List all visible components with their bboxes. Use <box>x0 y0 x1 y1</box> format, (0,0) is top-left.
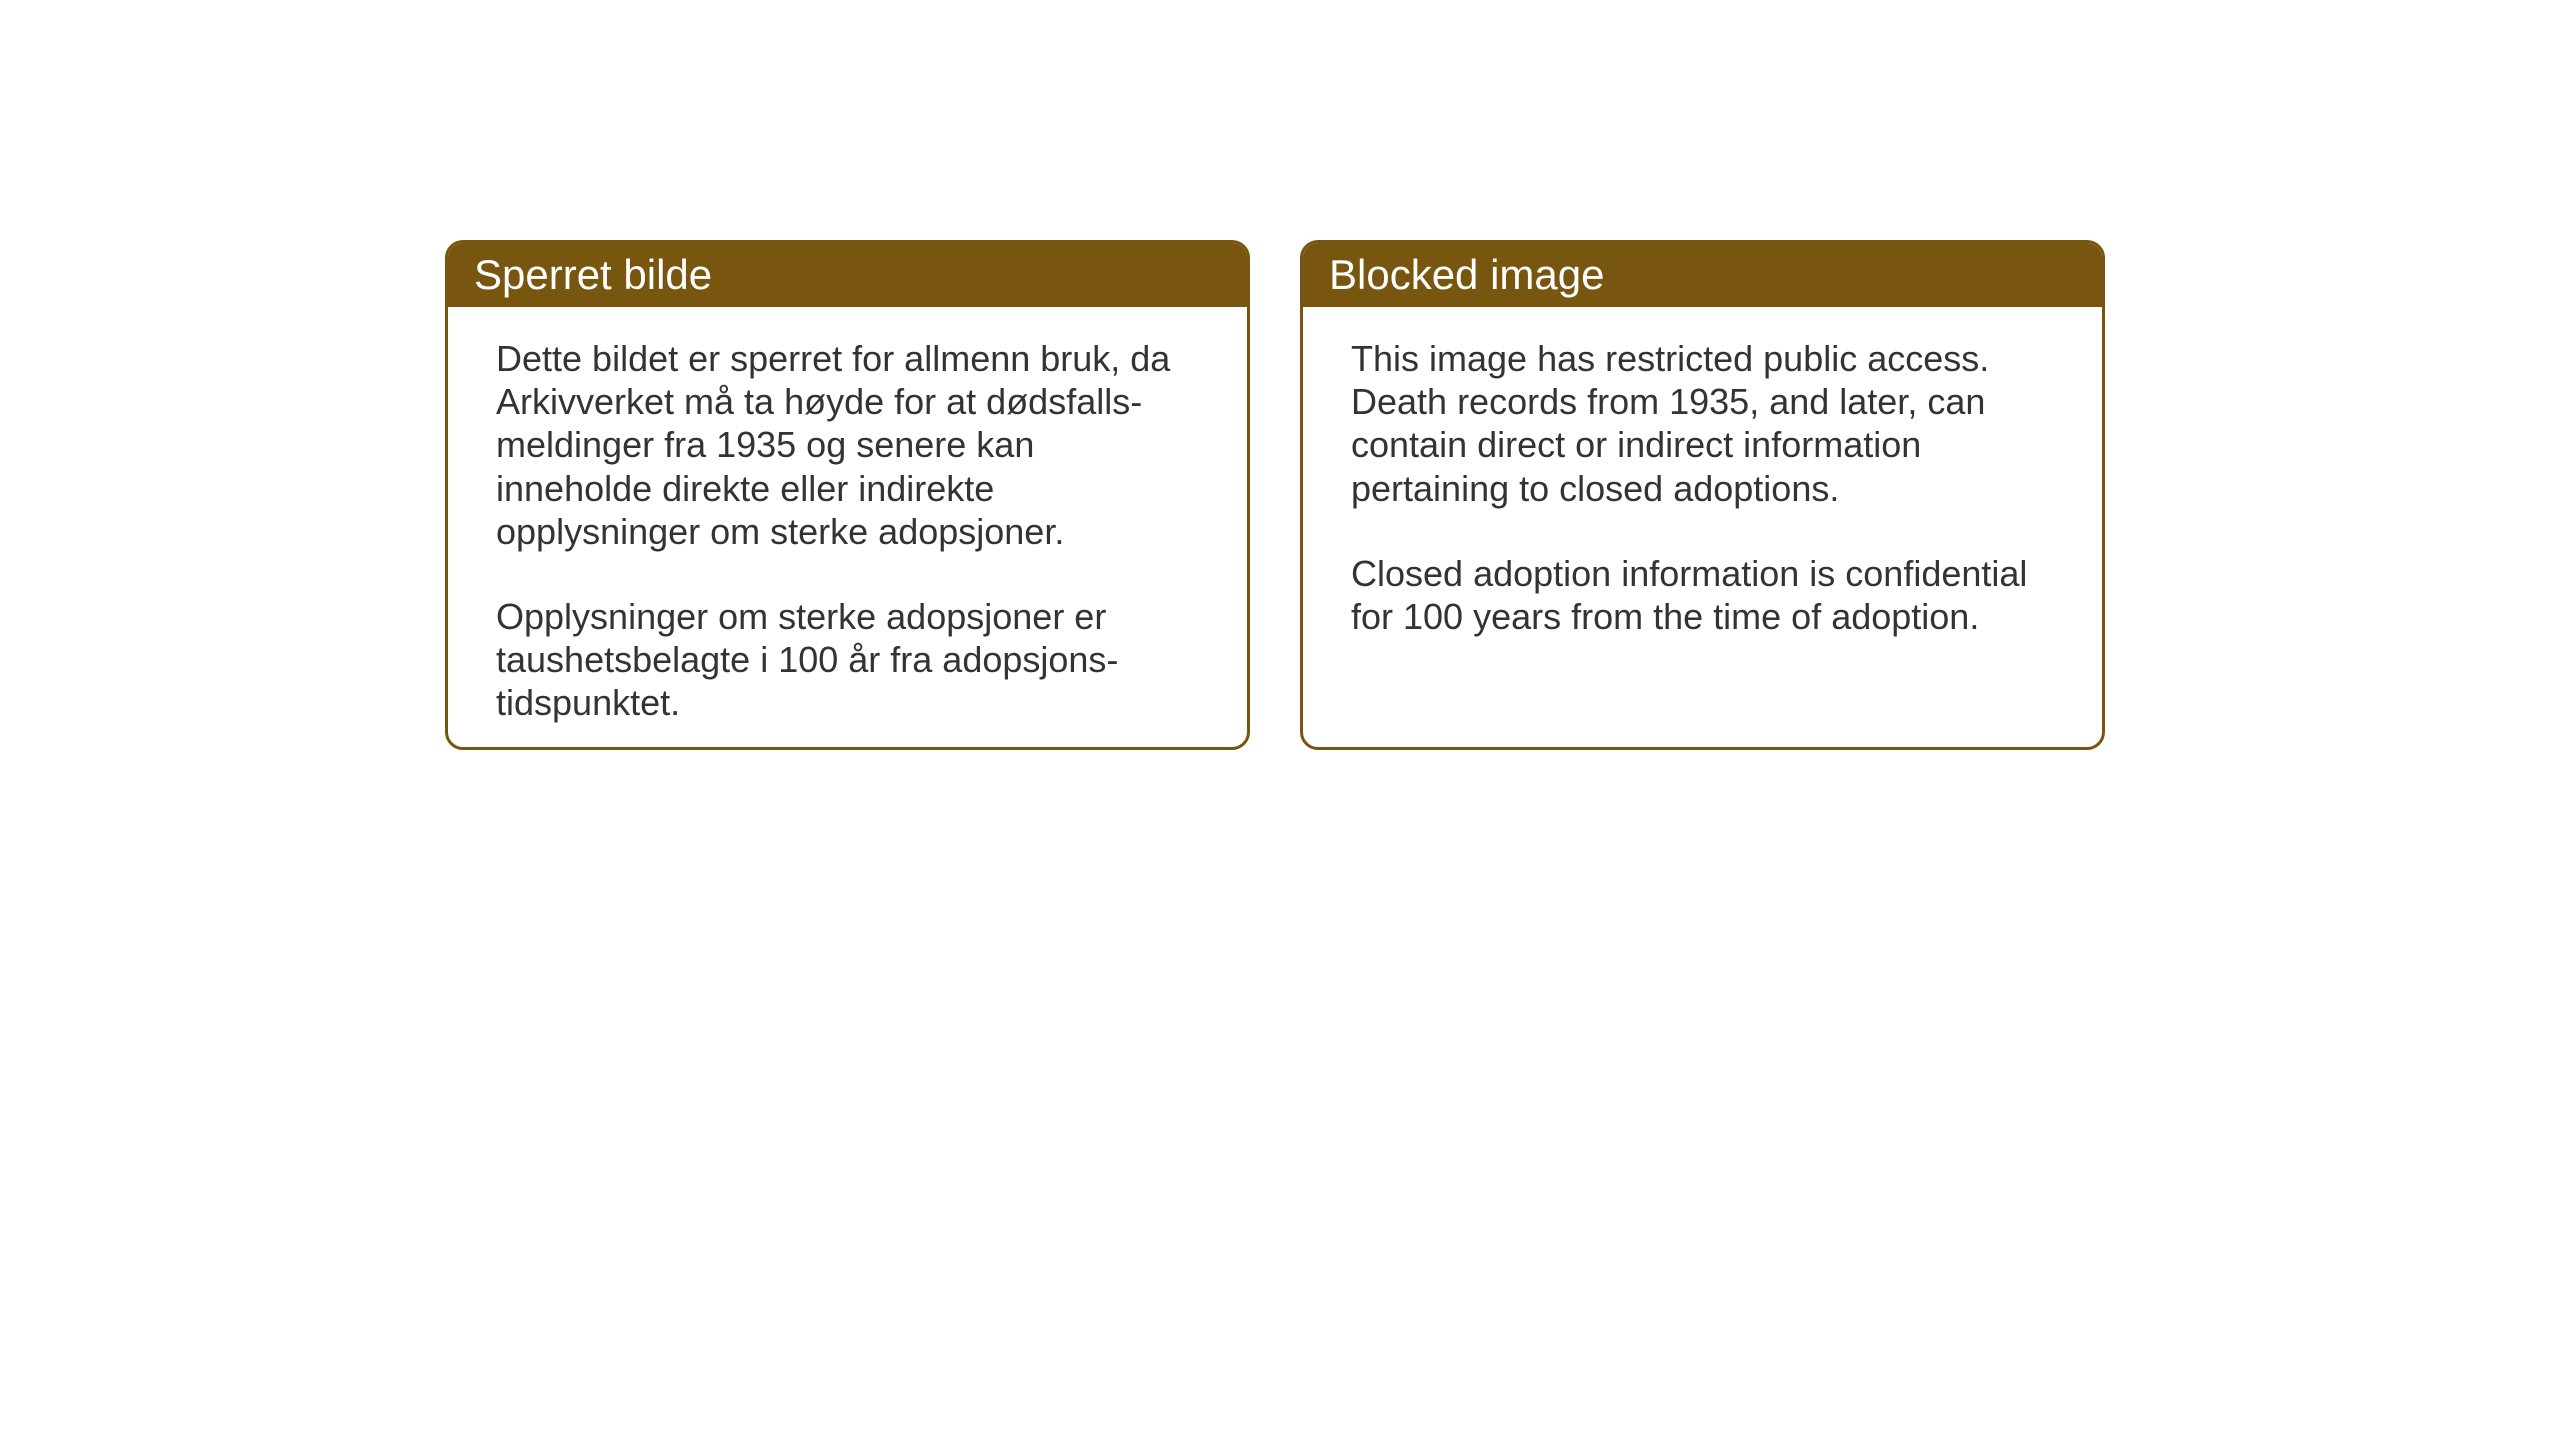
paragraph-text: This image has restricted public access.… <box>1351 337 2054 510</box>
card-body-english: This image has restricted public access.… <box>1303 307 2102 668</box>
card-body-norwegian: Dette bildet er sperret for allmenn bruk… <box>448 307 1247 750</box>
paragraph-text: Opplysninger om sterke adopsjoner er tau… <box>496 595 1199 725</box>
card-header-english: Blocked image <box>1303 243 2102 307</box>
notice-card-norwegian: Sperret bilde Dette bildet er sperret fo… <box>445 240 1250 750</box>
paragraph-text: Closed adoption information is confident… <box>1351 552 2054 638</box>
notice-card-english: Blocked image This image has restricted … <box>1300 240 2105 750</box>
card-title: Blocked image <box>1329 251 1604 298</box>
notice-container: Sperret bilde Dette bildet er sperret fo… <box>445 240 2105 750</box>
card-header-norwegian: Sperret bilde <box>448 243 1247 307</box>
paragraph-text: Dette bildet er sperret for allmenn bruk… <box>496 337 1199 553</box>
card-title: Sperret bilde <box>474 251 712 298</box>
